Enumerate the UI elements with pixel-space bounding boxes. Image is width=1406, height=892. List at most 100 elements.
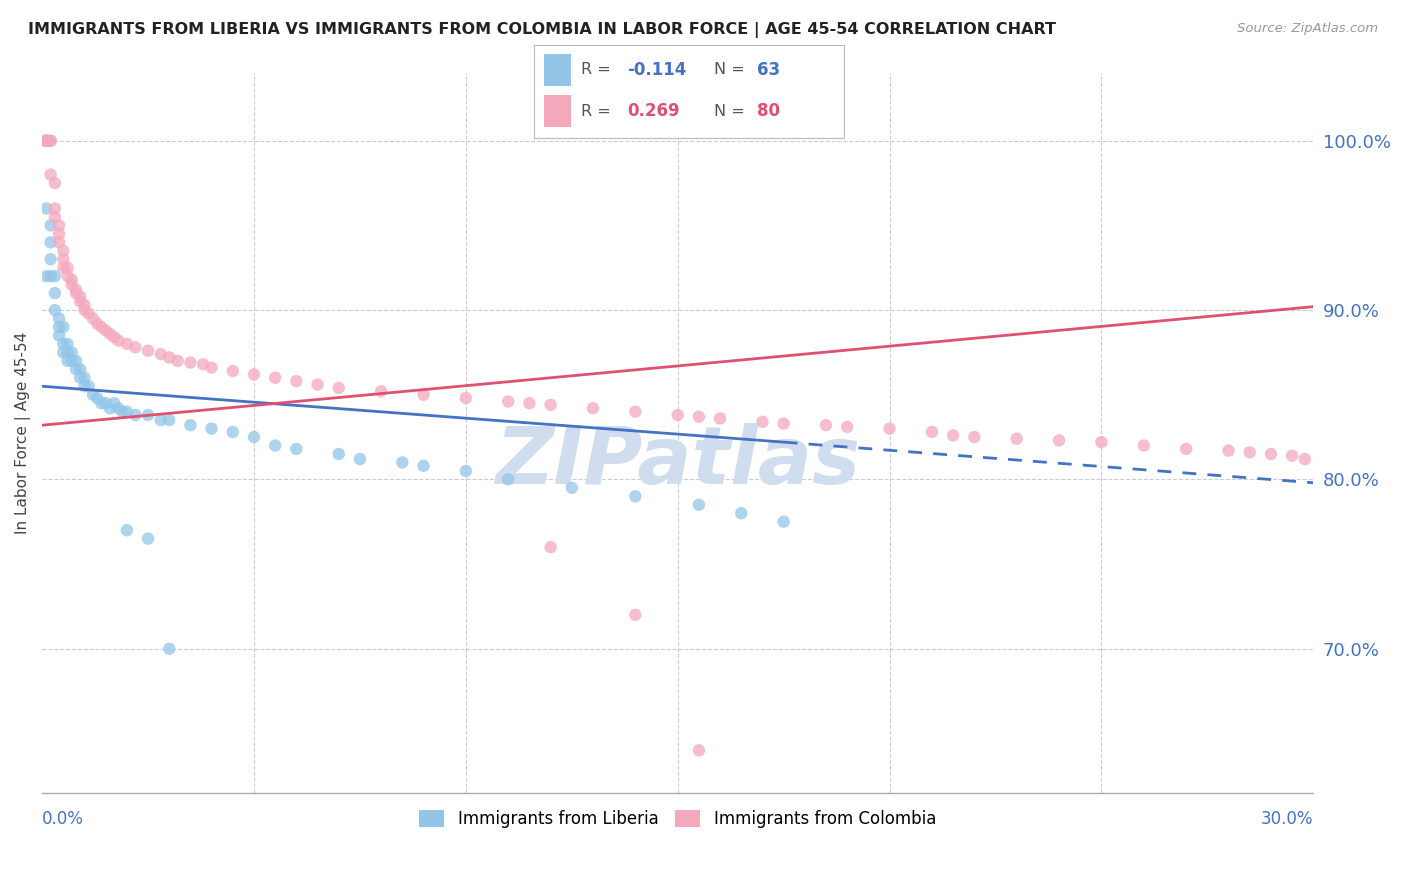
Point <box>751 415 773 429</box>
Point <box>1218 443 1240 458</box>
Point <box>86 317 108 331</box>
Point <box>243 430 266 444</box>
Point <box>56 260 79 275</box>
Point <box>136 532 159 546</box>
Point <box>519 396 541 410</box>
Point <box>107 334 129 348</box>
Point <box>328 381 350 395</box>
Point <box>52 252 75 267</box>
Point <box>814 418 837 433</box>
Point <box>688 498 710 512</box>
Point <box>44 286 66 301</box>
Point <box>73 371 96 385</box>
Point <box>39 219 62 233</box>
Point <box>328 447 350 461</box>
FancyBboxPatch shape <box>544 54 571 86</box>
Point <box>52 345 75 359</box>
Point <box>35 134 58 148</box>
Point <box>98 326 121 341</box>
Point <box>582 401 605 416</box>
Point <box>44 210 66 224</box>
Point <box>73 303 96 318</box>
Point <box>166 354 188 368</box>
Point <box>48 227 70 241</box>
Point <box>69 294 91 309</box>
Point <box>709 411 731 425</box>
Point <box>52 244 75 258</box>
Point <box>69 289 91 303</box>
Point <box>86 391 108 405</box>
Point <box>35 269 58 284</box>
Point <box>1090 435 1112 450</box>
Point <box>496 394 519 409</box>
Point <box>624 607 647 622</box>
Point <box>35 134 58 148</box>
Point <box>60 272 83 286</box>
Point <box>60 354 83 368</box>
Point <box>179 418 201 433</box>
Point <box>35 202 58 216</box>
Point <box>44 303 66 318</box>
Text: R =: R = <box>581 62 616 78</box>
Point <box>39 235 62 250</box>
Point <box>837 420 859 434</box>
Point <box>921 425 943 439</box>
Point <box>1005 432 1028 446</box>
Point <box>149 347 172 361</box>
Point <box>115 337 138 351</box>
Point <box>103 330 125 344</box>
Point <box>412 458 434 473</box>
Text: N =: N = <box>714 103 749 119</box>
Point <box>243 368 266 382</box>
Point <box>349 452 371 467</box>
Point <box>115 404 138 418</box>
Point <box>624 404 647 418</box>
Point <box>942 428 965 442</box>
Point <box>561 481 583 495</box>
Point <box>1260 447 1282 461</box>
Point <box>688 409 710 424</box>
FancyBboxPatch shape <box>544 95 571 127</box>
Point <box>879 421 901 435</box>
Text: 0.269: 0.269 <box>627 102 679 120</box>
Point <box>48 311 70 326</box>
Point <box>52 260 75 275</box>
Point <box>48 328 70 343</box>
Point <box>103 396 125 410</box>
Point <box>496 472 519 486</box>
Point <box>39 134 62 148</box>
Point <box>39 134 62 148</box>
Point <box>77 306 100 320</box>
Point <box>412 388 434 402</box>
Point <box>200 421 222 435</box>
Point <box>222 364 245 378</box>
Point <box>454 391 477 405</box>
Point <box>44 202 66 216</box>
Point <box>264 438 287 452</box>
Point <box>44 269 66 284</box>
Point <box>1133 438 1156 452</box>
Point <box>157 351 180 365</box>
Point <box>540 540 562 554</box>
Point <box>35 134 58 148</box>
Point <box>149 413 172 427</box>
Y-axis label: In Labor Force | Age 45-54: In Labor Force | Age 45-54 <box>15 332 31 534</box>
Point <box>65 283 87 297</box>
Point <box>56 345 79 359</box>
Point <box>179 355 201 369</box>
Point <box>307 377 329 392</box>
Point <box>56 337 79 351</box>
Text: R =: R = <box>581 103 616 119</box>
Point <box>77 379 100 393</box>
Point <box>73 379 96 393</box>
Point <box>90 320 112 334</box>
Point <box>82 311 104 326</box>
Point <box>136 343 159 358</box>
Point <box>60 277 83 292</box>
Text: IMMIGRANTS FROM LIBERIA VS IMMIGRANTS FROM COLOMBIA IN LABOR FORCE | AGE 45-54 C: IMMIGRANTS FROM LIBERIA VS IMMIGRANTS FR… <box>28 22 1056 38</box>
Text: 0.0%: 0.0% <box>42 810 84 828</box>
Point <box>191 357 214 371</box>
Point <box>39 269 62 284</box>
Text: N =: N = <box>714 62 749 78</box>
Point <box>94 396 117 410</box>
